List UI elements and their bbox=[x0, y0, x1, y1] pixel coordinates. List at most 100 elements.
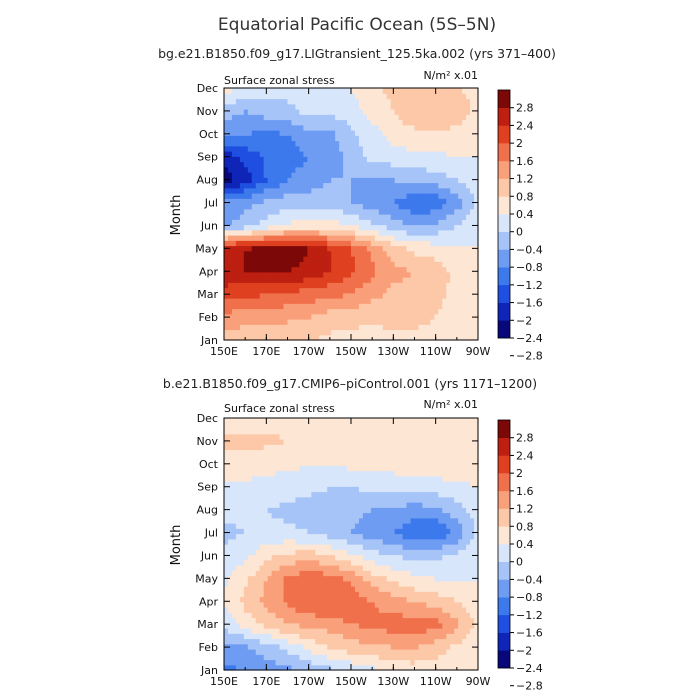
heatmap-cell bbox=[438, 88, 443, 94]
heatmap-cell bbox=[450, 303, 455, 310]
heatmap-cell bbox=[239, 172, 245, 178]
heatmap-cell bbox=[279, 151, 285, 157]
heatmap-cell bbox=[315, 124, 320, 131]
heatmap-cell bbox=[418, 282, 424, 289]
heatmap-cell bbox=[224, 601, 229, 608]
heatmap-cell bbox=[287, 596, 293, 603]
heatmap-cell bbox=[358, 135, 364, 142]
heatmap-cell bbox=[275, 533, 281, 540]
heatmap-cell bbox=[434, 277, 439, 283]
heatmap-cell bbox=[303, 523, 308, 529]
heatmap-cell bbox=[311, 607, 316, 613]
heatmap-cell bbox=[267, 664, 273, 671]
heatmap-cell bbox=[354, 591, 360, 598]
heatmap-cell bbox=[446, 98, 451, 105]
heatmap-cell bbox=[299, 277, 304, 283]
heatmap-cell bbox=[295, 659, 301, 666]
heatmap-cell bbox=[414, 88, 420, 94]
heatmap-cell bbox=[366, 622, 372, 629]
heatmap-cell bbox=[382, 554, 388, 561]
heatmap-cell bbox=[366, 544, 372, 550]
heatmap-cell bbox=[295, 303, 301, 310]
heatmap-cell bbox=[410, 570, 416, 577]
heatmap-cell bbox=[259, 109, 265, 115]
heatmap-cell bbox=[466, 586, 471, 592]
heatmap-cell bbox=[275, 235, 281, 241]
heatmap-cell bbox=[339, 570, 344, 577]
heatmap-cell bbox=[386, 533, 392, 540]
heatmap-cell bbox=[343, 187, 348, 194]
heatmap-cell bbox=[224, 523, 229, 529]
heatmap-cell bbox=[358, 114, 364, 121]
heatmap-cell bbox=[398, 638, 404, 645]
heatmap-cell bbox=[378, 135, 384, 142]
heatmap-cell bbox=[224, 235, 229, 241]
heatmap-cell bbox=[343, 140, 348, 147]
heatmap-cell bbox=[267, 266, 273, 273]
heatmap-cell bbox=[362, 538, 368, 545]
heatmap-cell bbox=[343, 591, 348, 598]
heatmap-cell bbox=[426, 528, 431, 535]
heatmap-cell bbox=[227, 628, 233, 634]
heatmap-cell bbox=[474, 135, 479, 142]
heatmap-cell bbox=[402, 224, 408, 231]
heatmap-cell bbox=[267, 145, 273, 152]
heatmap-cell bbox=[235, 235, 241, 241]
heatmap-cell bbox=[319, 659, 324, 666]
heatmap-cell bbox=[299, 538, 304, 545]
heatmap-cell bbox=[354, 528, 360, 535]
heatmap-cell bbox=[414, 98, 420, 105]
heatmap-cell bbox=[382, 214, 388, 220]
heatmap-cell bbox=[331, 329, 336, 336]
heatmap-cell bbox=[462, 287, 467, 294]
heatmap-cell bbox=[434, 298, 439, 304]
heatmap-cell bbox=[267, 580, 273, 587]
heatmap-cell bbox=[426, 654, 431, 661]
heatmap-cell bbox=[271, 261, 277, 268]
heatmap-cell bbox=[263, 544, 269, 550]
heatmap-cell bbox=[319, 554, 324, 561]
heatmap-cell bbox=[358, 287, 364, 294]
heatmap-cell bbox=[251, 166, 257, 173]
heatmap-cell bbox=[291, 88, 297, 94]
heatmap-cell bbox=[422, 303, 428, 310]
heatmap-cell bbox=[358, 166, 364, 173]
heatmap-cell bbox=[319, 235, 324, 241]
heatmap-cell bbox=[351, 135, 356, 142]
heatmap-cell bbox=[430, 109, 435, 115]
heatmap-cell bbox=[283, 140, 289, 147]
heatmap-cell bbox=[422, 544, 428, 550]
heatmap-cell bbox=[283, 324, 289, 331]
heatmap-cell bbox=[458, 591, 463, 598]
heatmap-cell bbox=[239, 198, 245, 205]
heatmap-cell bbox=[454, 549, 459, 556]
heatmap-cell bbox=[267, 628, 273, 634]
heatmap-cell bbox=[259, 575, 265, 582]
heatmap-cell bbox=[351, 219, 356, 226]
heatmap-cell bbox=[374, 329, 380, 336]
heatmap-cell bbox=[283, 261, 289, 268]
heatmap-cell bbox=[271, 124, 277, 131]
heatmap-cell bbox=[446, 182, 451, 189]
heatmap-cell bbox=[287, 308, 293, 315]
heatmap-cell bbox=[454, 214, 459, 220]
heatmap-cell bbox=[279, 208, 285, 215]
heatmap-cell bbox=[426, 245, 431, 252]
heatmap-cell bbox=[410, 235, 416, 241]
heatmap-cell bbox=[394, 98, 400, 105]
heatmap-cell bbox=[446, 612, 451, 619]
heatmap-cell bbox=[231, 172, 237, 178]
heatmap-cell bbox=[394, 208, 400, 215]
heatmap-cell bbox=[295, 130, 301, 136]
heatmap-cell bbox=[311, 130, 316, 136]
heatmap-cell bbox=[347, 282, 352, 289]
heatmap-cell bbox=[307, 261, 312, 268]
heatmap-cell bbox=[358, 324, 364, 331]
heatmap-cell bbox=[231, 559, 237, 566]
heatmap-cell bbox=[474, 256, 479, 262]
heatmap-cell bbox=[331, 198, 336, 205]
heatmap-cell bbox=[402, 308, 408, 315]
heatmap-cell bbox=[271, 544, 277, 550]
heatmap-cell bbox=[351, 193, 356, 199]
heatmap-cell bbox=[418, 664, 424, 671]
